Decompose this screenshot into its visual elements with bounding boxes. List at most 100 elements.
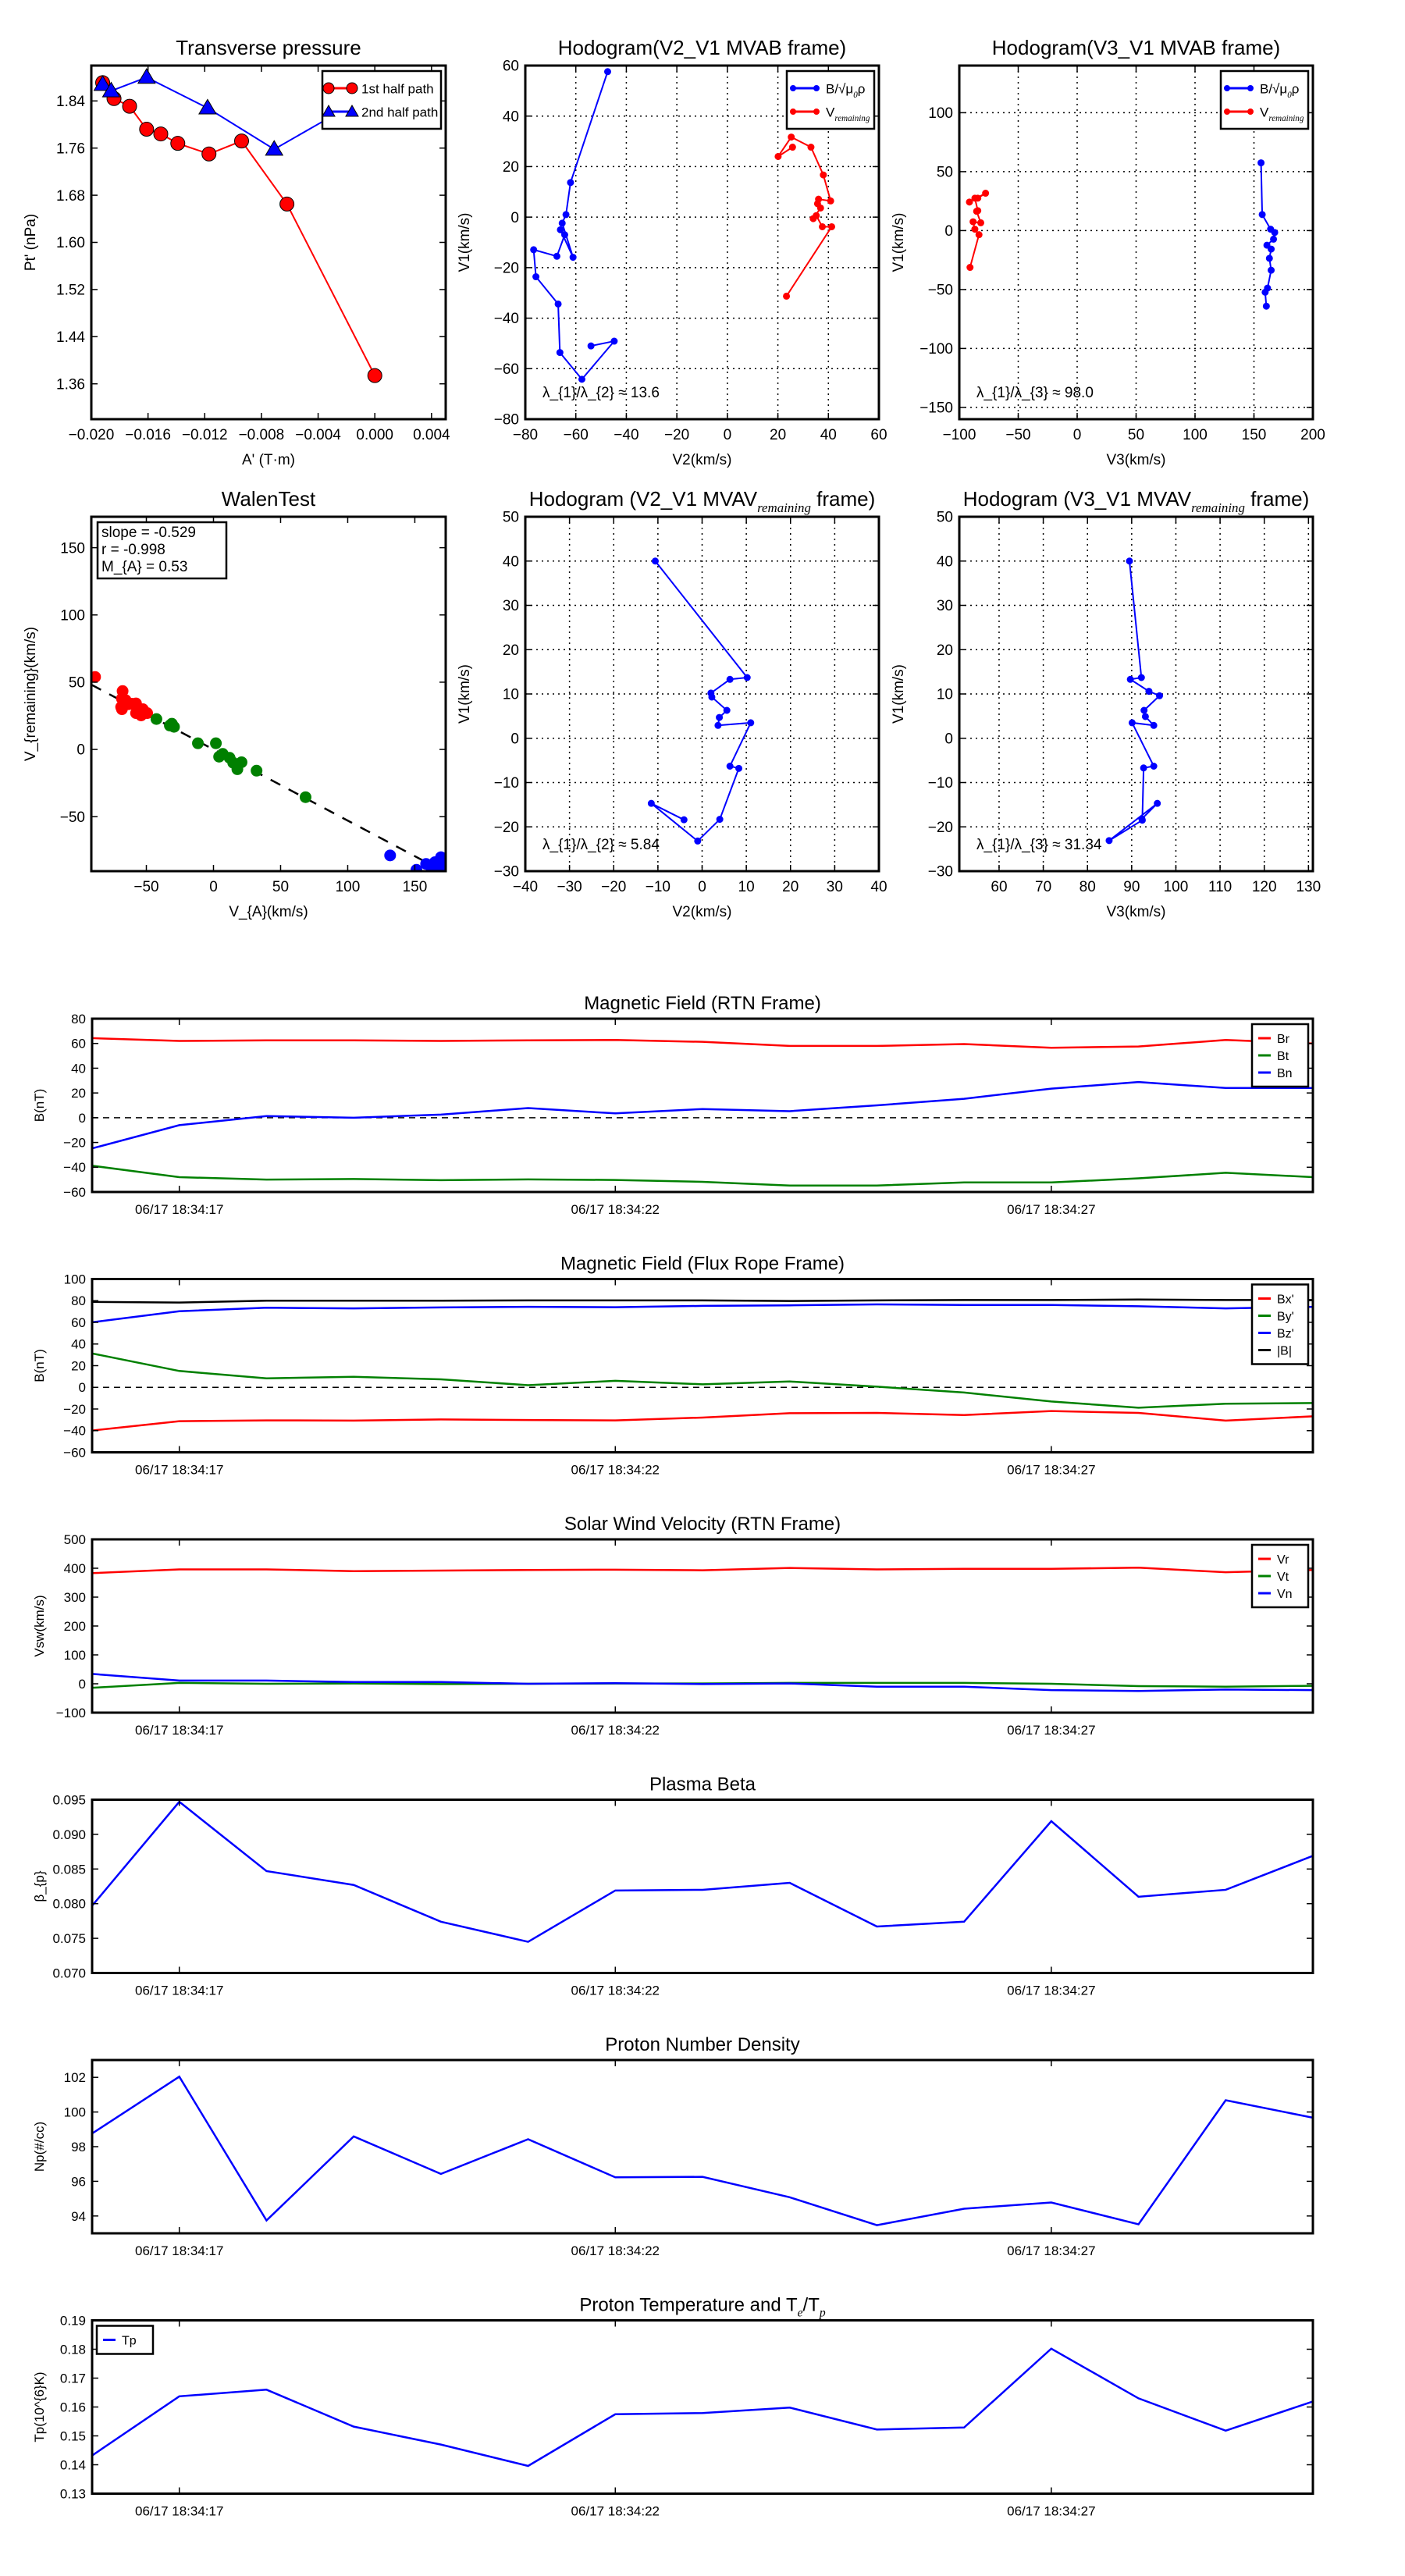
y-tick-label: 0.15 (60, 2428, 86, 2443)
y-tick-label: 1.60 (56, 235, 85, 251)
legend: Bx' By' Bz' |B| (1250, 1283, 1310, 1365)
legend-label: B/√μ0ρ (1260, 82, 1299, 100)
x-tick-label: −0.008 (239, 427, 285, 443)
data-point (1261, 288, 1269, 296)
x-tick-label: 06/17 18:34:22 (571, 2243, 660, 2258)
x-tick-label: 130 (1296, 879, 1321, 895)
legend-label: Bx' (1277, 1293, 1294, 1306)
x-tick-label: 90 (1123, 879, 1140, 895)
y-tick-label: 1.44 (56, 329, 85, 346)
legend-label: Vn (1277, 1588, 1293, 1601)
data-point (610, 337, 618, 345)
y-tick-label: 500 (64, 1532, 86, 1547)
legend-label: 1st half path (361, 82, 434, 97)
data-point (819, 222, 827, 230)
legend-item: Bx' (1258, 1293, 1294, 1306)
legend-label: Bn (1277, 1067, 1293, 1080)
series-line (92, 2347, 1313, 2467)
y-tick-label: 0.075 (52, 1931, 86, 1946)
y-tick-label: 0.095 (52, 1792, 86, 1807)
series-Tp-0 (92, 2347, 1313, 2467)
y-tick-label: 20 (937, 642, 953, 659)
legend-marker (790, 85, 796, 91)
plot-area (91, 671, 446, 871)
y-tick-label: 0 (79, 1677, 86, 1692)
x-tick-label: −0.004 (295, 427, 341, 443)
chart-pt: −0.020 −0.016 −0.012 −0.008 −0.004 0.000 0.004… (23, 36, 450, 468)
data-point (714, 721, 722, 729)
data-point (122, 98, 137, 114)
series-line (101, 82, 376, 376)
y-tick-label: −40 (63, 1424, 86, 1439)
legend-label: Tp (122, 2334, 137, 2347)
x-tick-label: 06/17 18:34:17 (135, 1984, 223, 1998)
series-line (92, 1303, 1313, 1324)
data-point (827, 222, 835, 230)
data-point (1140, 764, 1147, 772)
y-tick-label: −20 (928, 820, 953, 836)
y-tick-label: 0.18 (60, 2342, 86, 2357)
plot-area (966, 159, 1279, 310)
data-point (726, 675, 734, 683)
y-tick-label: 100 (60, 607, 85, 624)
legend: Br Bt Bn (1250, 1023, 1310, 1088)
y-tick-label: 0.14 (60, 2457, 86, 2472)
y-tick-label: 1.36 (56, 376, 85, 393)
legend-item: Br (1258, 1033, 1290, 1046)
y-tick-label: 50 (69, 675, 85, 692)
legend-box (785, 69, 876, 130)
y-tick-label: 0 (79, 1111, 86, 1126)
data-point (1263, 241, 1271, 249)
legend: B/√μ0ρ Vremaining (785, 69, 876, 130)
legend-marker (813, 85, 820, 91)
y-tick-label: 100 (64, 1272, 86, 1286)
x-tick-label: 06/17 18:34:17 (135, 2243, 223, 2258)
data-point (815, 195, 823, 203)
y-tick-label: 0 (76, 742, 85, 759)
legend-marker (790, 109, 796, 115)
data-point (560, 231, 568, 239)
y-tick-label: 0.13 (60, 2486, 86, 2501)
y-tick-label: 1.68 (56, 188, 85, 205)
series-Vn-2 (92, 1673, 1313, 1692)
y-tick-label: −50 (928, 283, 953, 299)
x-tick-label: 60 (991, 879, 1007, 895)
series-line (92, 1410, 1313, 1432)
x-tick-label: 120 (1252, 879, 1277, 895)
chart-ts5: 06/17 18:34:17 06/17 18:34:22 06/17 18:34:… (32, 2295, 1314, 2519)
series-Vremaining-1 (966, 190, 990, 272)
legend-label: Bz' (1277, 1327, 1294, 1340)
data-point (1257, 159, 1265, 167)
y-tick-label: 0.085 (52, 1862, 86, 1877)
legend-item: Bt (1258, 1050, 1289, 1063)
data-point (1140, 706, 1148, 714)
x-tick-label: 06/17 18:34:17 (135, 1723, 223, 1738)
chart-title: Hodogram (V3_V1 MVAVremaining frame) (963, 487, 1310, 515)
data-point (1258, 211, 1266, 219)
series-Br-0 (92, 1037, 1313, 1049)
y-tick-label: 20 (71, 1358, 86, 1373)
series-B-3 (92, 1298, 1313, 1304)
x-tick-label: 150 (1242, 427, 1267, 443)
legend-box (1219, 69, 1310, 130)
plot-area (92, 1800, 1313, 1943)
series-beta-0 (92, 1800, 1313, 1943)
x-tick-label: 06/17 18:34:27 (1007, 1463, 1095, 1478)
y-tick-label: 1.84 (56, 94, 85, 110)
data-point (966, 198, 973, 206)
legend: 1st half path 2nd half path (321, 69, 443, 130)
y-tick-label: 0.19 (60, 2313, 86, 2328)
series-Vremaining-1 (774, 133, 835, 300)
axes-frame (91, 1017, 1314, 1194)
data-point (139, 122, 155, 137)
x-tick-label: 0.004 (413, 427, 450, 443)
plot-area (93, 68, 382, 383)
data-point (1126, 675, 1134, 683)
y-tick-label: 20 (503, 159, 519, 176)
data-point (1105, 837, 1113, 845)
y-tick-label: 100 (64, 2105, 86, 2120)
x-tick-label: 06/17 18:34:22 (571, 1463, 660, 1478)
data-point (1265, 254, 1273, 262)
x-tick-label: 06/17 18:34:27 (1007, 1723, 1095, 1738)
data-point (265, 140, 284, 156)
